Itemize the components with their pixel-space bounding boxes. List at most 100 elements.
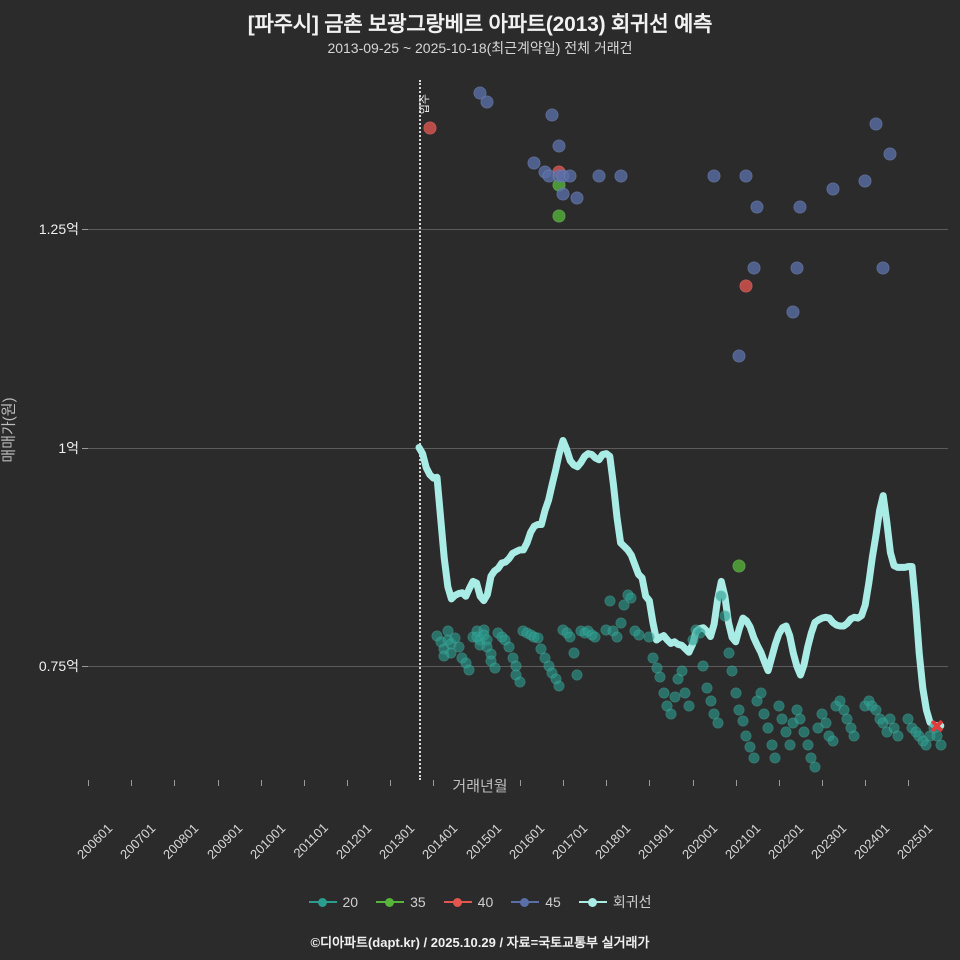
scatter-point (809, 761, 821, 773)
scatter-point (750, 200, 764, 214)
x-axis-tick-label: 201701 (548, 820, 591, 862)
x-axis-tick-label: 200601 (74, 820, 116, 862)
scatter-point (669, 691, 681, 703)
regression-line (415, 437, 945, 730)
scatter-point (570, 191, 584, 205)
scatter-point (463, 664, 475, 676)
scatter-point (697, 660, 709, 672)
scatter-point (545, 108, 559, 122)
scatter-point (503, 641, 515, 653)
x-axis-tick (519, 780, 521, 786)
scatter-point (712, 717, 724, 729)
scatter-point (755, 687, 767, 698)
scatter-point (892, 730, 904, 742)
x-axis-tick-label: 201401 (419, 820, 461, 862)
scatter-point (552, 209, 566, 223)
legend-label: 회귀선 (612, 894, 652, 910)
scatter-point (793, 200, 807, 214)
scatter-point (730, 687, 742, 698)
scatter-point (744, 741, 756, 753)
scatter-point (733, 704, 745, 716)
scatter-point (592, 169, 606, 183)
footer-credit: ©디아파트(dapt.kr) / 2025.10.29 / 자료=국토교통부 실… (310, 935, 650, 950)
x-axis-tick-label: 200701 (117, 820, 159, 862)
scatter-point (776, 713, 788, 725)
scatter-point (618, 599, 630, 611)
legend-item[interactable]: 회귀선 (578, 892, 652, 912)
legend-label: 35 (410, 894, 426, 910)
x-axis-tick-label: 202001 (678, 820, 720, 862)
legend-marker-icon (443, 896, 472, 908)
scatter-point (423, 121, 437, 135)
legend-item[interactable]: 40 (443, 894, 493, 910)
x-axis-tick (433, 780, 435, 786)
scatter-point (556, 187, 570, 201)
scatter-point (564, 631, 576, 642)
scatter-point (726, 665, 738, 677)
scatter-point (762, 722, 774, 733)
legend-item[interactable]: 45 (511, 894, 561, 910)
x-axis-tick-label: 201301 (376, 820, 418, 862)
scatter-point (737, 715, 749, 726)
scatter-point (766, 739, 778, 751)
y-axis-title: 매매가(원) (0, 397, 18, 463)
scatter-point (532, 632, 544, 644)
x-axis-tick-label: 201801 (592, 820, 634, 862)
scatter-point (683, 700, 695, 712)
x-axis-tick-label: 201901 (635, 820, 677, 862)
y-axis-tick-label: 1억 (58, 439, 79, 456)
x-axis-tick (735, 780, 737, 786)
scatter-point (715, 590, 727, 602)
scatter-point (625, 592, 637, 604)
chart-subtitle: 2013-09-25 ~ 2025-10-18(최근계약일) 전체 거래건 (327, 40, 633, 56)
x-axis-tick (347, 780, 349, 786)
scatter-point (769, 752, 781, 764)
scatter-point (739, 279, 753, 293)
scatter-point (827, 735, 839, 747)
x-axis-tick (303, 780, 305, 786)
scatter-point (739, 169, 753, 183)
x-axis-tick (778, 780, 780, 786)
x-axis-tick-label: 202501 (894, 820, 936, 862)
scatter-point (705, 695, 716, 707)
scatter-point (676, 665, 688, 677)
legend-marker-icon (511, 896, 540, 908)
scatter-point (553, 680, 565, 691)
x-axis-tick (88, 780, 89, 786)
x-axis-tick (692, 780, 694, 786)
scatter-point (568, 647, 580, 659)
scatter-point (780, 726, 792, 738)
scatter-point (869, 117, 883, 131)
scatter-point (694, 627, 706, 639)
y-axis-tick (82, 228, 88, 230)
scatter-point (820, 717, 832, 729)
scatter-point (794, 713, 806, 725)
y-axis-tick-label: 1.25억 (38, 220, 79, 237)
scatter-point (732, 349, 746, 363)
scatter-point (858, 174, 872, 188)
scatter-point (748, 752, 760, 764)
scatter-point (571, 669, 583, 681)
scatter-point (826, 182, 840, 196)
scatter-point (604, 595, 616, 607)
gridline-y (88, 447, 948, 449)
legend-marker-icon (308, 896, 337, 908)
scatter-point (802, 739, 814, 751)
legend-item[interactable]: 35 (376, 894, 426, 910)
scatter-point (658, 687, 670, 698)
scatter-point (614, 169, 628, 183)
scatter-point (848, 730, 860, 742)
scatter-point (687, 634, 699, 646)
scatter-point (786, 305, 800, 319)
scatter-point (773, 700, 785, 712)
x-axis-tick (649, 780, 651, 786)
scatter-point (665, 708, 677, 720)
legend-item[interactable]: 20 (308, 894, 358, 910)
chart-legend: 20 35 40 45 회귀선 (0, 892, 960, 912)
x-axis-tick-label: 202401 (851, 820, 893, 862)
scatter-point (883, 147, 897, 161)
scatter-point (707, 169, 721, 183)
scatter-point (747, 261, 761, 275)
scatter-point (489, 662, 501, 674)
